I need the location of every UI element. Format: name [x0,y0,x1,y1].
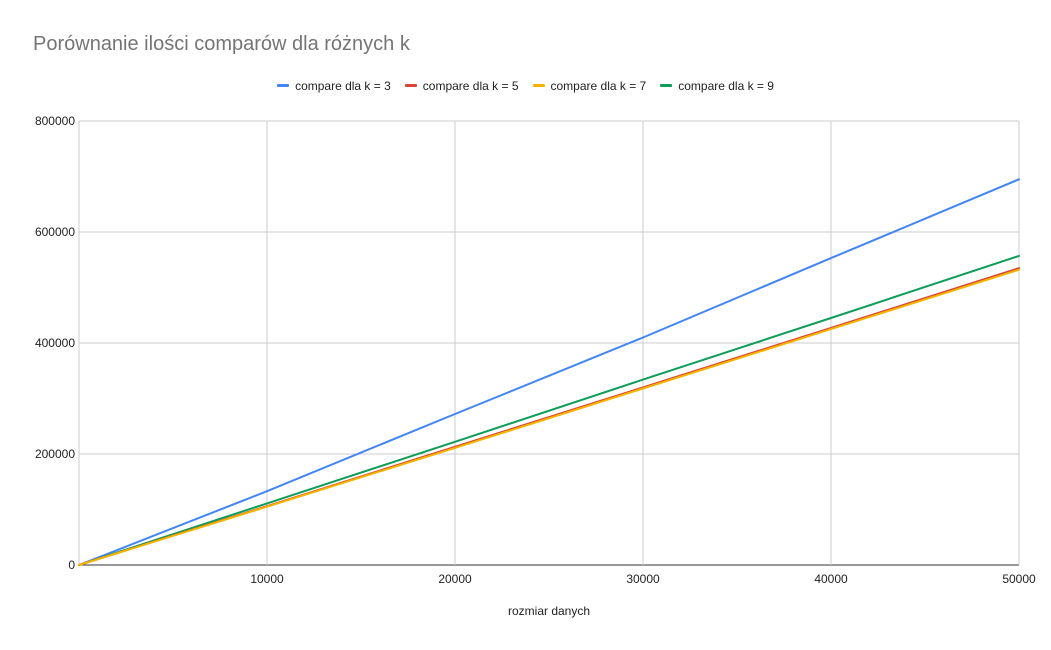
series-line-4 [78,254,1020,566]
y-tick-label: 200000 [35,447,75,461]
legend-item: compare dla k = 5 [404,78,519,93]
legend-swatch [277,84,290,87]
y-tick-label: 0 [68,558,75,572]
x-tick-label: 20000 [438,572,472,586]
y-tick-label: 400000 [35,336,75,350]
y-tick-label: 600000 [35,225,75,239]
y-tick-label: 800000 [35,114,75,128]
series-line-3 [78,268,1020,566]
series-line-1 [78,178,1020,566]
legend-label: compare dla k = 5 [422,78,519,93]
legend-label: compare dla k = 9 [678,78,774,93]
x-tick-label: 50000 [1002,572,1036,586]
x-axis-title: rozmiar danych [508,604,590,618]
x-tick-label: 30000 [626,572,660,586]
legend-item: compare dla k = 9 [660,79,774,93]
series-lines [78,178,1020,566]
legend-label: compare dla k = 3 [295,78,391,93]
gridlines [78,120,1020,566]
legend: compare dla k = 3 compare dla k = 5 compar… [0,76,1051,93]
x-tick-label: 10000 [250,572,284,586]
legend-label: compare dla k = 7 [550,78,647,93]
legend-item: compare dla k = 7 [532,78,647,93]
chart-title: Porównanie ilości comparów dla różnych k [33,33,410,55]
x-tick-label: 40000 [814,572,848,586]
legend-swatch [404,84,417,87]
legend-item: compare dla k = 3 [277,79,391,93]
tick-labels: 0 200000 400000 600000 800000 10000 20000 30000… [35,114,1036,586]
legend-swatch [660,84,673,87]
legend-swatch [532,84,545,87]
